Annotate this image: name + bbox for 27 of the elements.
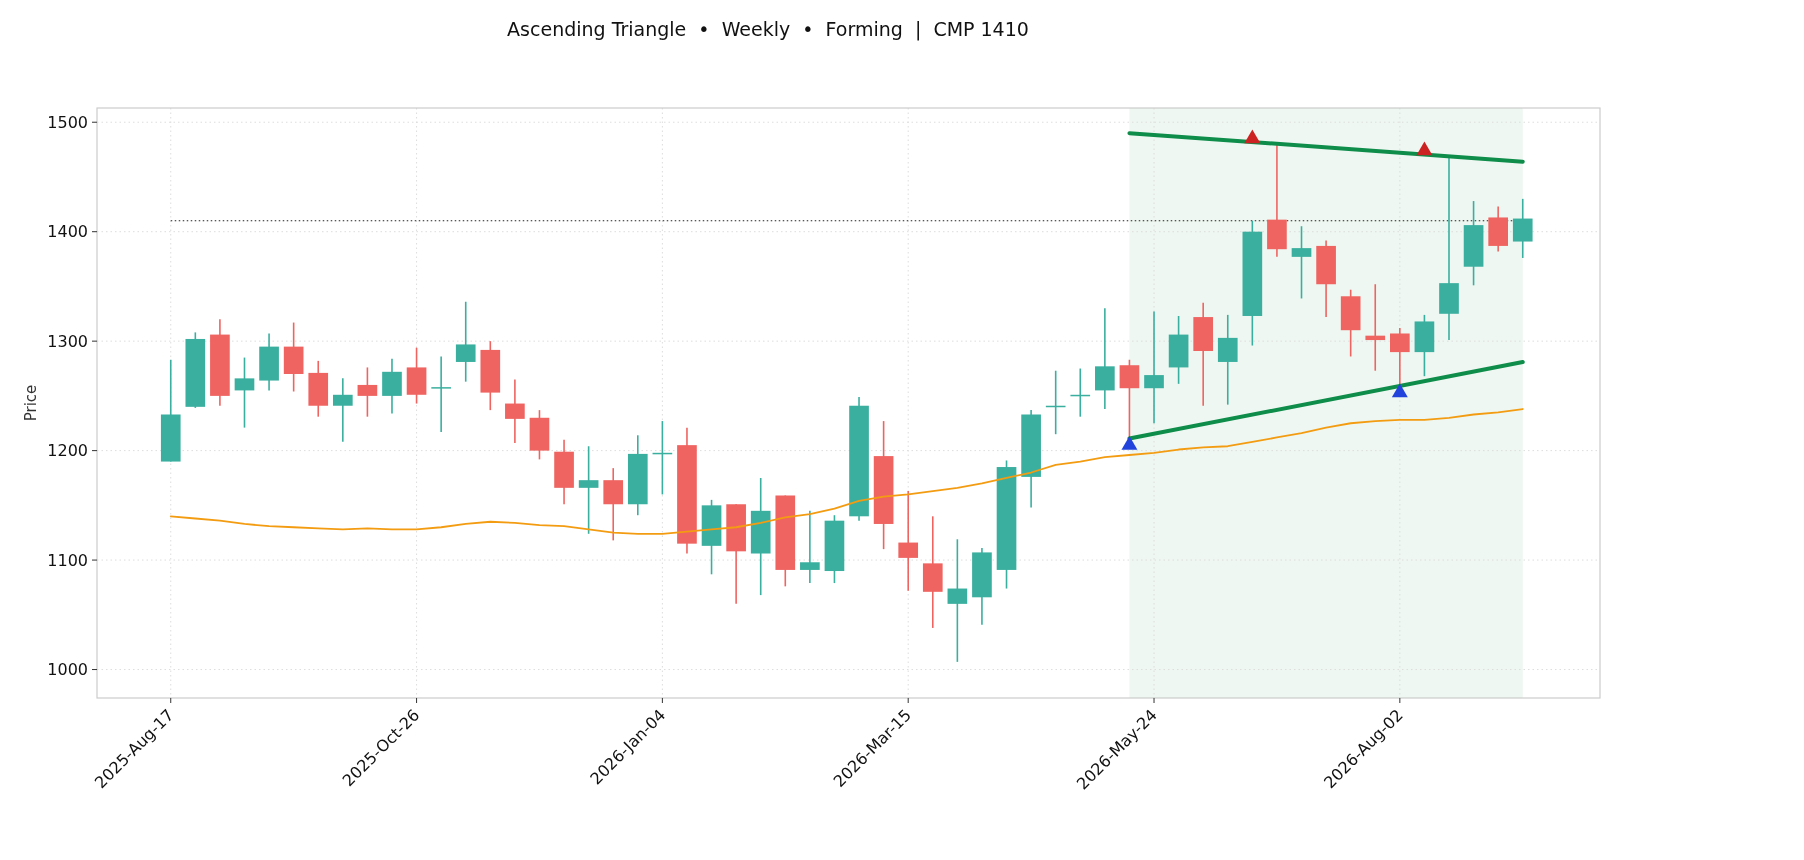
candlestick	[947, 538, 968, 663]
point	[1391, 383, 1408, 398]
point	[1244, 129, 1261, 144]
candlestick	[1365, 283, 1386, 372]
candlestick	[1512, 198, 1533, 259]
candlestick	[898, 490, 919, 592]
chart-title: Ascending Triangle • Weekly • Forming | CMP 1410	[507, 18, 1029, 41]
y-axis-title: Price	[22, 384, 40, 422]
candlestick	[234, 356, 255, 429]
line-series	[169, 408, 1524, 535]
y-tick-label: 1400	[47, 222, 88, 242]
candlestick	[455, 300, 476, 383]
candlestick	[357, 366, 378, 418]
y-tick-label: 1100	[47, 550, 88, 570]
y-tick-label: 1200	[47, 441, 88, 461]
candlestick	[505, 378, 525, 444]
point	[1121, 435, 1138, 450]
candlestick	[1144, 310, 1164, 425]
candlestick	[1291, 225, 1312, 300]
point	[1416, 141, 1433, 156]
candlestick	[431, 355, 451, 433]
y-tick-label: 1000	[47, 660, 88, 680]
y-tick-label: 1500	[47, 112, 88, 132]
candlestick	[332, 377, 353, 443]
y-tick-label: 1300	[47, 331, 88, 351]
candlestick	[800, 510, 820, 584]
candlestick	[578, 445, 599, 535]
